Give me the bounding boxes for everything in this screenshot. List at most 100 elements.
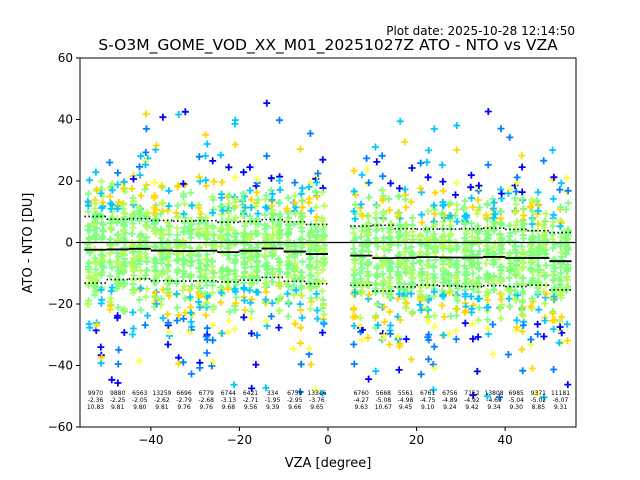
scatter-point [519,249,527,257]
scatter-point [425,146,433,154]
scatter-point [312,203,320,211]
bin-mean-label: -2.68 [198,397,214,404]
scatter-point [113,314,121,322]
scatter-point [195,283,203,291]
scatter-point [201,302,209,310]
scatter-point [485,231,493,239]
scatter-point [241,230,249,238]
bin-count-label: 5668 [376,390,391,397]
scatter-point [424,317,432,325]
scatter-point [490,205,497,212]
scatter-point [114,181,122,189]
scatter-point [423,305,431,312]
scatter-point [298,203,306,211]
scatter-point [246,286,254,294]
scatter-point [298,284,306,292]
bin-sd-label: 9.81 [155,404,169,411]
scatter-point [120,329,128,336]
scatter-point [291,210,299,218]
bin-count-label: 5561 [398,390,413,397]
scatter-point [275,265,283,273]
scatter-point [202,176,210,184]
scatter-point [476,203,484,211]
scatter-bin-7 [239,163,262,392]
scatter-point [239,196,247,204]
scatter-point [173,317,181,324]
scatter-point [97,247,105,255]
scatter-point [529,215,537,223]
scatter-point [387,322,394,329]
scatter-point [386,308,394,316]
scatter-point [174,266,182,274]
scatter-point [551,264,559,272]
scatter-point [298,184,306,192]
scatter-point [202,152,209,160]
scatter-point [518,188,526,196]
scatter-point [379,197,387,204]
scatter-point [291,179,299,187]
scatter-point [97,343,105,351]
scatter-point [130,210,138,217]
scatter-point [497,296,505,303]
scatter-point [261,251,269,259]
scatter-point [402,221,410,229]
scatter-point [506,133,514,141]
scatter-point [296,145,304,153]
scatter-point [518,163,526,171]
scatter-point [164,319,172,327]
scatter-point [556,281,564,289]
scatter-point [452,274,460,282]
scatter-point [358,171,366,179]
scatter-point [489,195,497,203]
bin-count-label: 13316 [307,390,326,397]
scatter-point [276,210,284,218]
scatter-point [246,299,254,307]
scatter-point [268,265,276,273]
bin-mean-label: -5.08 [376,397,392,404]
scatter-point [519,258,527,266]
scatter-point [245,232,253,240]
scatter-point [372,314,379,322]
x-tick-label: 0 [324,433,332,447]
scatter-point [396,184,403,192]
scatter-point [239,274,247,282]
scatter-point [254,210,262,218]
scatter-point [284,194,292,202]
scatter-point [225,163,233,171]
scatter-point [297,324,305,332]
scatter-point [202,227,210,235]
scatter-point [86,222,94,230]
scatter-point [379,260,387,268]
scatter-point [511,209,519,217]
scatter-point [319,266,326,274]
scatter-point [262,317,270,325]
scatter-point [440,331,448,339]
scatter-point [231,174,239,181]
scatter-point [506,302,514,310]
scatter-point [407,198,415,206]
scatter-point [254,230,262,237]
bin-mean-label: -2.05 [132,397,148,404]
scatter-point [92,284,100,292]
scatter-point [519,274,527,282]
scatter-point [387,179,395,187]
scatter-point [269,218,277,225]
scatter-point [401,248,409,256]
scatter-point [557,239,565,247]
scatter-point [374,202,382,210]
scatter-point [291,320,299,328]
scatter-point [186,286,194,294]
bin-mean-label: -2.95 [287,397,303,404]
scatter-point [505,287,513,295]
scatter-point [202,311,210,319]
scatter-point [137,267,145,275]
scatter-point [248,308,256,315]
scatter-point [379,281,387,289]
bin-sd-label: 9.42 [465,404,479,411]
scatter-point [187,273,195,281]
scatter-point [120,178,128,186]
scatter-point [373,158,381,166]
scatter-point [430,273,438,281]
scatter-point [181,200,188,208]
scatter-point [461,309,469,316]
